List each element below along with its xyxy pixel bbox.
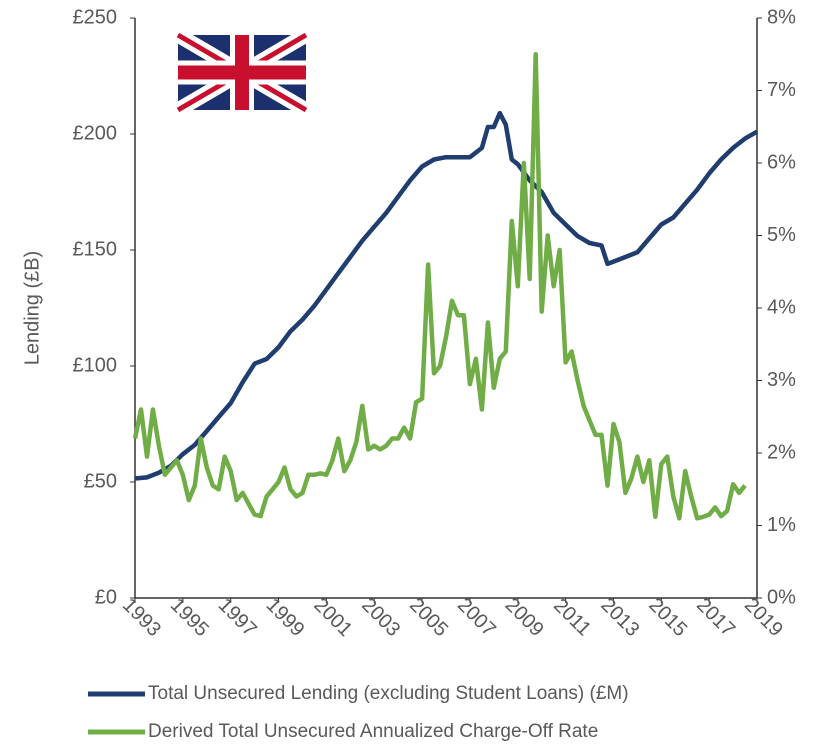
x-tick-label: 2011 — [549, 595, 595, 641]
y2-tick-label: 2% — [767, 441, 796, 463]
y2-tick-label: 7% — [767, 79, 796, 101]
x-tick-label: 1993 — [118, 594, 165, 641]
x-tick-label: 2001 — [309, 594, 356, 641]
x-tick-label: 2007 — [453, 594, 500, 641]
y-tick-label: £50 — [84, 470, 117, 492]
y-tick-label: £0 — [95, 586, 117, 608]
y2-tick-label: 5% — [767, 224, 796, 246]
flag — [174, 28, 310, 117]
x-tick-label: 2017 — [692, 594, 739, 641]
y2-tick-label: 6% — [767, 151, 796, 173]
x-tick-label: 2009 — [501, 594, 548, 641]
x-tick-label: 2003 — [357, 594, 404, 641]
y-axis-label: Lending (£B) — [21, 251, 43, 366]
x-tick-label: 1995 — [166, 594, 213, 641]
data-line — [134, 110, 759, 481]
y2-tick-label: 8% — [767, 6, 796, 28]
x-tick-label: 2005 — [405, 594, 452, 641]
x-tick-label: 2015 — [644, 594, 691, 641]
y-tick-label: £250 — [73, 6, 118, 28]
y2-tick-label: 3% — [767, 369, 796, 391]
legend-label: Derived Total Unsecured Annualized Charg… — [148, 721, 598, 742]
y-tick-label: £100 — [73, 354, 118, 376]
y-tick-label: £200 — [73, 122, 118, 144]
y2-tick-label: 4% — [767, 296, 796, 318]
data-line — [132, 52, 747, 521]
x-tick-label: 2013 — [596, 594, 643, 641]
y2-tick-label: 1% — [767, 514, 796, 536]
y2-tick-label: 0% — [767, 586, 796, 608]
y-tick-label: £150 — [73, 238, 118, 260]
legend-label: Total Unsecured Lending (excluding Stude… — [148, 683, 629, 704]
x-tick-label: 1997 — [214, 594, 261, 641]
x-tick-label: 1999 — [262, 594, 309, 641]
